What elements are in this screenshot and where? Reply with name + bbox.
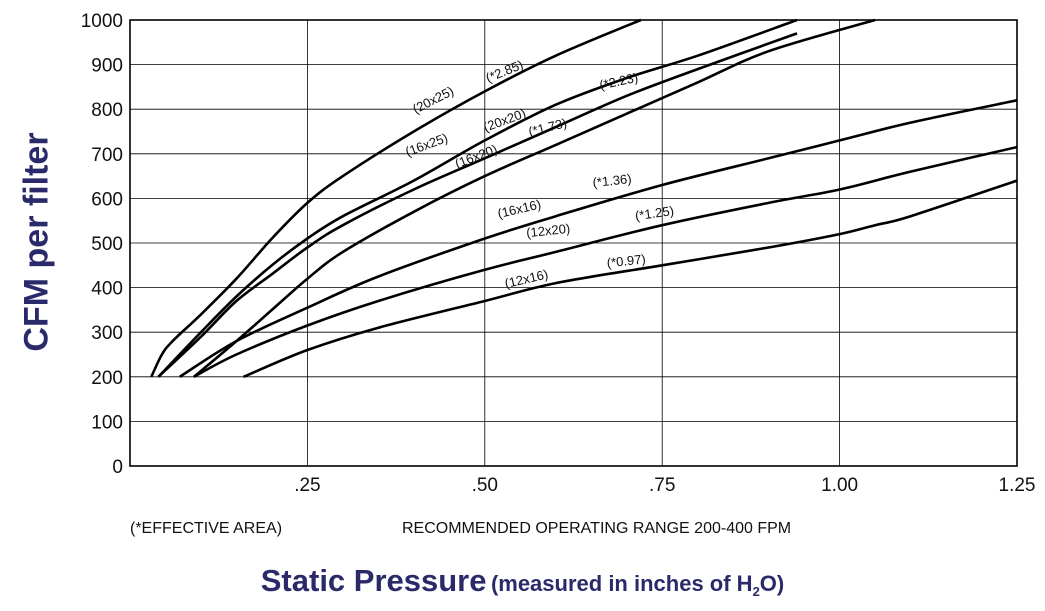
y-tick-label: 500 [91,234,123,255]
y-tick-label: 400 [91,279,123,300]
x-axis-label: Static Pressure (measured in inches of H… [0,563,1045,599]
effective-area-label: (*1.25) [634,203,675,223]
x-axis-units-prefix: (measured in inches of H [490,571,753,596]
grid-lines [130,20,1017,466]
series-name-label: (16x16) [496,196,542,221]
y-tick-label: 600 [91,189,123,210]
x-tick-label: .25 [294,475,320,496]
x-axis-title: Static Pressure [260,563,487,598]
series-line [179,99,1018,378]
y-tick-label: 700 [91,145,123,166]
series-name-label: (12x20) [525,221,570,241]
x-tick-labels: .25 .50 .75 1.00 1.25 [294,475,1035,496]
series-line [157,18,798,378]
series-line [193,145,1018,378]
y-tick-label: 900 [91,56,123,77]
y-axis-label: CFM per filter [17,132,56,352]
x-tick-label: 1.00 [821,475,858,496]
effective-area-label: (*0.97) [606,251,646,270]
series-lines [150,18,1018,378]
y-tick-label: 800 [91,100,123,121]
series-line [157,32,798,378]
x-axis-units: (measured in inches of H2O) [490,571,785,599]
effective-area-label: (*2.23) [598,70,639,93]
y-tick-label: 100 [91,412,123,433]
x-tick-label: .50 [472,475,498,496]
x-axis-units-subscript: 2 [752,584,760,599]
x-axis-units-suffix: O) [759,571,785,596]
x-tick-label: .75 [649,475,675,496]
series-line [242,179,1018,378]
effective-area-label: (*1.36) [592,171,632,190]
series-line [193,18,876,378]
y-tick-labels: 0 100 200 300 400 500 600 700 800 900 1000 [81,11,123,478]
y-tick-label: 1000 [81,11,123,32]
effective-area-footnote: (*EFFECTIVE AREA) [130,520,283,537]
x-tick-label: 1.25 [999,475,1036,496]
operating-range-note: RECOMMENDED OPERATING RANGE 200-400 FPM [402,520,792,537]
y-tick-label: 300 [91,323,123,344]
y-tick-label: 0 [112,457,123,478]
y-tick-label: 200 [91,368,123,389]
plot-frame [129,19,1018,467]
series-line [150,18,642,378]
effective-area-label: (*1.73) [527,115,569,139]
